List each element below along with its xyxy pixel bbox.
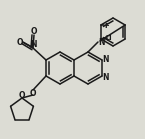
Text: N: N [102,54,108,64]
Text: Cl: Cl [105,35,113,41]
Text: N: N [98,38,104,47]
Text: O: O [31,27,37,35]
Text: F: F [105,23,109,29]
Text: O: O [30,89,36,97]
Text: N: N [102,73,108,81]
Text: N: N [30,39,36,49]
Text: H: H [104,37,108,42]
Text: O: O [17,38,23,47]
Text: O: O [19,90,25,100]
